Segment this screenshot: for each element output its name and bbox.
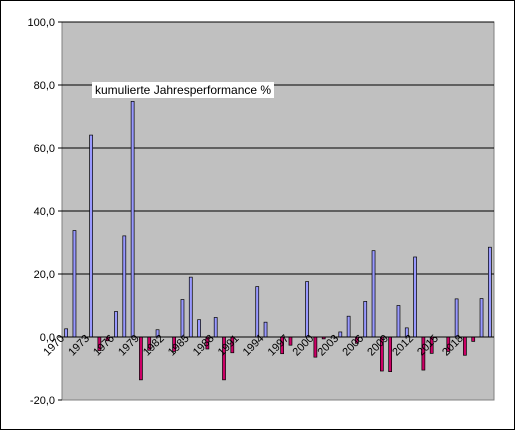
bar-2019 [471,336,476,342]
bar-2006 [363,301,368,338]
bar-2012 [413,256,417,338]
chart-title: kumulierte Jahresperformance % [92,82,275,98]
y-tick-label: 60,0 [34,143,55,155]
y-tick-label: 0,0 [40,332,55,344]
y-tick-label: -20,0 [30,395,55,407]
bar-1976 [114,311,118,338]
bar-1970 [64,328,69,338]
bars [64,101,492,381]
bar-1973 [89,134,93,338]
bar-2020 [479,298,484,338]
bar-2017 [454,298,459,338]
bar-1988 [213,317,218,338]
bar-1971 [72,230,77,338]
bar-2004 [346,315,351,338]
y-tick-label: 80,0 [34,80,55,92]
bar-1986 [197,319,201,338]
bar-2021 [488,246,492,338]
y-tick-label: 40,0 [34,206,55,218]
bar-2003 [338,331,343,338]
bar-1994 [263,321,268,338]
y-axis-ticks: -20,0 0,0 20,0 40,0 60,0 80,0 100,0 [27,17,62,407]
bar-1985 [188,276,193,338]
bar-2007 [371,250,376,338]
y-tick-label: 20,0 [34,269,55,281]
bar-1993 [255,286,260,338]
bar-1999 [305,281,309,338]
bar-2010 [396,305,401,338]
bar-1977 [122,235,127,338]
bar-1984 [180,299,185,338]
bar-1978 [130,101,135,338]
y-tick-label: 100,0 [27,17,55,29]
bar-1979 [139,336,143,381]
